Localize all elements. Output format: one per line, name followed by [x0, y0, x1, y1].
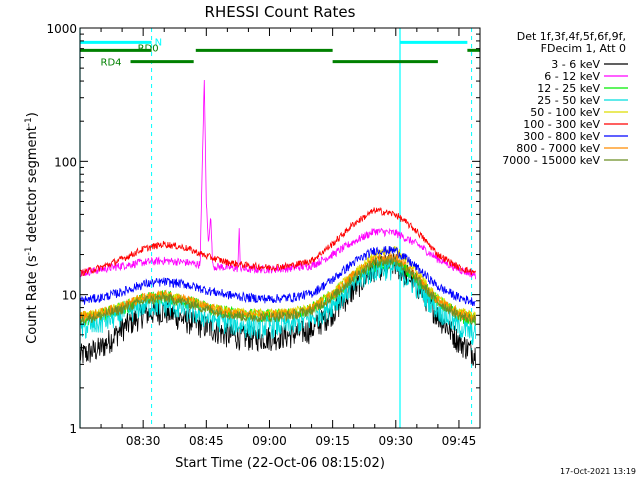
x-tick-label: 09:45	[442, 434, 477, 448]
legend-entry-label: 3 - 6 keV	[551, 58, 600, 71]
x-tick-label: 09:30	[378, 434, 413, 448]
x-tick-label: 09:15	[315, 434, 350, 448]
x-tick-label: 09:00	[252, 434, 287, 448]
series-line-0	[79, 253, 476, 369]
legend-entry-label: 100 - 300 keV	[523, 118, 600, 131]
y-axis-label-main: Count Rate (s	[25, 255, 40, 344]
status-bar-label: RD0	[138, 43, 159, 54]
y-tick-label: 1000	[46, 22, 77, 36]
legend-entry-label: 25 - 50 keV	[537, 94, 600, 107]
y-axis-label: Count Rate (s-1 detector segment-1)	[24, 112, 40, 344]
series-line-1	[79, 79, 476, 280]
series-line-8	[79, 256, 476, 326]
status-bar-label: RD4	[101, 58, 122, 69]
legend-entry-label: 12 - 25 keV	[537, 82, 600, 95]
y-axis-label-sup2: -1	[24, 117, 34, 126]
series-line-5	[79, 206, 476, 277]
y-tick-label: 10	[62, 289, 77, 303]
footer-timestamp: 17-Oct-2021 13:19	[560, 467, 636, 476]
series-layer	[79, 79, 476, 369]
series-line-6	[79, 245, 476, 307]
y-tick-label: 1	[69, 422, 77, 436]
axes: 1 10 100 1000 08:30 08:45 09:00 09:15 09:30 09:45	[46, 22, 481, 448]
x-tick-label: 08:30	[126, 434, 161, 448]
y-axis-label-tail: detector segment	[25, 126, 40, 246]
x-axis-label: Start Time (22-Oct-06 08:15:02)	[175, 456, 385, 471]
legend-entry-label: 50 - 100 keV	[530, 106, 600, 119]
legend-entry-label: 800 - 7000 keV	[516, 142, 600, 155]
y-tick-label: 100	[54, 155, 77, 169]
legend: Det 1f,3f,4f,5f,6f,9f,FDecim 1, Att 0 3 -…	[502, 30, 628, 167]
legend-entry-label: 7000 - 15000 keV	[502, 154, 600, 167]
legend-entry-label: 300 - 800 keV	[523, 130, 600, 143]
legend-header: FDecim 1, Att 0	[541, 42, 626, 55]
x-tick-label: 08:45	[189, 434, 224, 448]
legend-entry-label: 6 - 12 keV	[544, 70, 600, 83]
y-axis-label-sup: -1	[24, 246, 34, 255]
plot-frame	[79, 27, 481, 429]
status-bar-label: N	[155, 37, 162, 48]
legend-header: Det 1f,3f,4f,5f,6f,9f,	[517, 30, 626, 43]
chart-title: RHESSI Count Rates	[205, 3, 356, 21]
y-axis-label-end: )	[25, 112, 40, 117]
